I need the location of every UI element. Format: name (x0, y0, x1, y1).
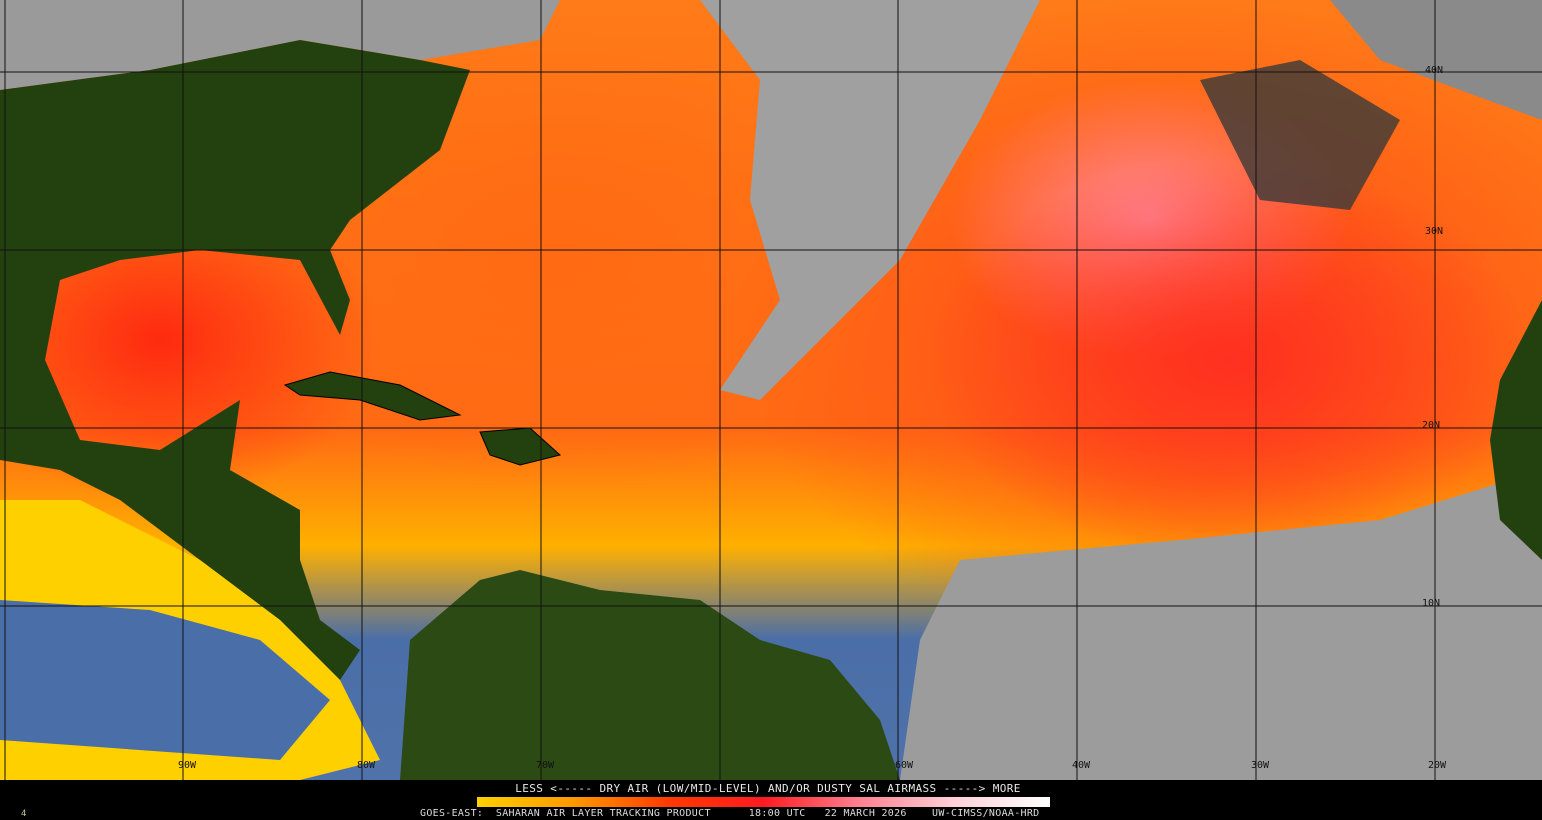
land-hispaniola (479, 427, 562, 466)
map-overlay (0, 0, 1542, 780)
land-africa (1490, 300, 1542, 560)
satellite-map: 90W 80W 70W 60W 40W 30W 20W 40N 30N 20N … (0, 0, 1542, 780)
lat-label: 10N (1422, 598, 1441, 609)
cloud-band-mid-atlantic (700, 0, 1040, 400)
lon-label: 30W (1251, 760, 1270, 771)
lon-label: 20W (1428, 760, 1447, 771)
credit: UW-CIMSS/NOAA-HRD (932, 808, 1040, 819)
lon-label: 40W (1072, 760, 1091, 771)
lat-label: 40N (1425, 65, 1444, 76)
lat-lon-grid (0, 0, 1542, 780)
satellite-name: GOES-EAST: (420, 808, 484, 819)
date: 22 MARCH 2026 (824, 808, 907, 819)
product-name: SAHARAN AIR LAYER TRACKING PRODUCT (495, 808, 711, 819)
cloud-area-north (0, 0, 560, 90)
cloud-area-east-atlantic (900, 470, 1542, 780)
corner-mark: 4 (21, 809, 27, 819)
colorbar (477, 797, 1050, 807)
land-north-america (0, 40, 470, 680)
lat-label: 20N (1422, 420, 1441, 431)
product-footer: GOES-EAST: SAHARAN AIR LAYER TRACKING PR… (420, 808, 1140, 819)
time: 18:00 UTC (748, 808, 806, 819)
cloud-area-northeast (1330, 0, 1542, 120)
legend-title: LESS <----- DRY AIR (LOW/MID-LEVEL) AND/… (515, 782, 1021, 795)
lon-label: 80W (357, 760, 376, 771)
legend-panel: LESS <----- DRY AIR (LOW/MID-LEVEL) AND/… (0, 780, 1542, 820)
lat-label: 30N (1425, 226, 1444, 237)
land-cuba (283, 371, 462, 421)
lon-label: 60W (895, 760, 914, 771)
clear-ocean-pacific (0, 600, 330, 760)
land-south-america (400, 570, 900, 780)
lon-label: 70W (536, 760, 555, 771)
lon-label: 90W (178, 760, 197, 771)
clear-air-patch (1200, 60, 1400, 210)
